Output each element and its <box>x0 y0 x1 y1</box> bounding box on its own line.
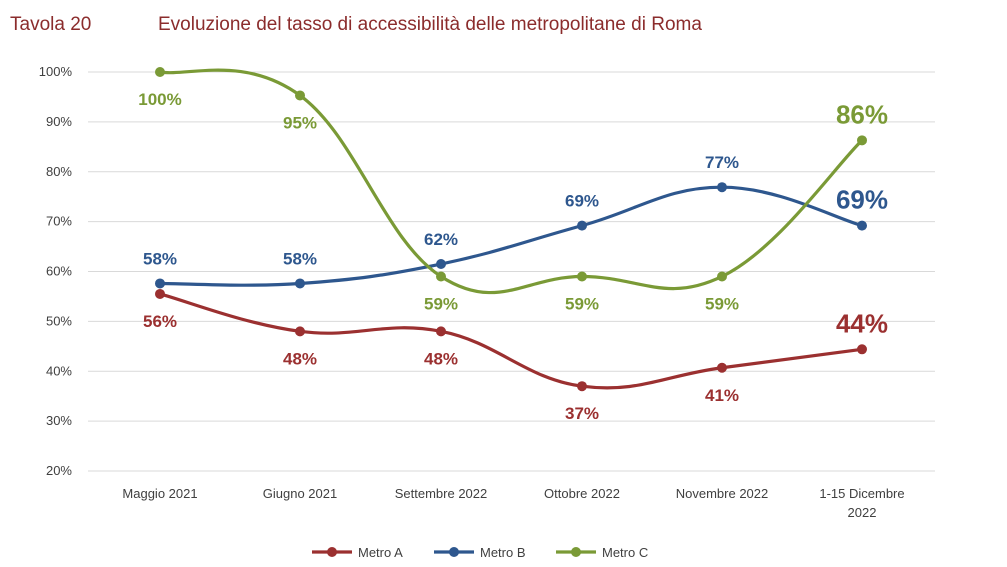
x-tick-label: Novembre 2022 <box>676 486 769 501</box>
chart-header: Tavola 20 Evoluzione del tasso di access… <box>10 10 702 40</box>
metro-a-point <box>717 362 727 373</box>
x-axis-ticks: Maggio 2021 Giugno 2021 Settembre 2022 Otto… <box>122 486 904 520</box>
x-tick-line: Giugno 2021 <box>263 486 337 501</box>
y-tick-label: 20% <box>46 463 72 478</box>
metro-c-legend-label: Metro C <box>602 545 648 560</box>
metro-b-point <box>436 259 446 270</box>
legend: Metro A Metro B Metro C <box>312 545 648 560</box>
x-tick-label: Settembre 2022 <box>395 486 488 501</box>
metro-a-data-label: 41% <box>705 386 739 405</box>
x-tick-line: Settembre 2022 <box>395 486 488 501</box>
y-tick-label: 80% <box>46 164 72 179</box>
y-tick-label: 30% <box>46 413 72 428</box>
metro-c-point <box>717 271 727 282</box>
y-axis-ticks: 20% 30% 40% 50% 60% 70% 80% 90% 100% <box>39 64 73 478</box>
y-tick-label: 70% <box>46 214 72 229</box>
chart-title: Evoluzione del tasso di accessibilità de… <box>158 14 702 35</box>
metro-c-point <box>577 271 587 282</box>
metro-b-data-label: 62% <box>424 230 458 249</box>
metro-b-line <box>159 185 863 287</box>
grid-lines <box>88 71 935 472</box>
metro-b-point <box>155 278 165 289</box>
metro-b-data-label: 58% <box>143 249 177 268</box>
y-tick-label: 90% <box>46 114 72 129</box>
metro-c-point <box>295 90 305 101</box>
metro-a-data-label: 37% <box>565 404 599 423</box>
metro-b-point <box>577 220 587 231</box>
metro-b-data-label: 69% <box>565 192 599 211</box>
x-tick-line: 2022 <box>848 505 877 520</box>
metro-b-data-label: 58% <box>283 249 317 268</box>
data-labels: 56% 48% 48% 37% 41% 44% 58% 58% 62% 69% 77% 69% 100%… <box>138 90 888 423</box>
y-tick-label: 100% <box>39 64 73 79</box>
metro-c-data-label: 59% <box>705 294 739 313</box>
metro-b-data-label: 77% <box>705 153 739 172</box>
metro-c-data-label: 100% <box>138 90 181 109</box>
x-tick-label: Giugno 2021 <box>263 486 337 501</box>
metro-c-point <box>155 67 165 77</box>
metro-b-legend-marker <box>449 547 459 557</box>
metro-c-data-label: 95% <box>283 113 317 132</box>
metro-b-point <box>295 278 305 289</box>
x-tick-line: 1-15 Dicembre <box>819 486 904 501</box>
metro-a-point <box>295 326 305 337</box>
metro-c-data-label: 86% <box>836 99 888 129</box>
metro-a-legend-label: Metro A <box>358 545 403 560</box>
x-tick-label: Ottobre 2022 <box>544 486 620 501</box>
x-tick-line: Novembre 2022 <box>676 486 769 501</box>
x-tick-line: Ottobre 2022 <box>544 486 620 501</box>
series-group <box>155 67 867 392</box>
x-tick-line: Maggio 2021 <box>122 486 197 501</box>
metro-a-point <box>577 381 587 392</box>
y-tick-label: 50% <box>46 313 72 328</box>
metro-a-line <box>159 292 863 390</box>
metro-c-legend-marker <box>571 547 581 557</box>
metro-a-data-label: 48% <box>424 349 458 368</box>
metro-b-point <box>857 220 867 231</box>
metro-a-data-label: 44% <box>836 308 888 338</box>
x-tick-label: 1-15 Dicembre 2022 <box>819 486 904 520</box>
metro-a-data-label: 48% <box>283 349 317 368</box>
metro-a-legend-marker <box>327 547 337 557</box>
metro-b-point <box>717 182 727 193</box>
metro-c-point <box>436 271 446 282</box>
y-tick-label: 40% <box>46 363 72 378</box>
metro-b-legend-label: Metro B <box>480 545 526 560</box>
metro-a-point <box>436 326 446 337</box>
x-tick-label: Maggio 2021 <box>122 486 197 501</box>
metro-c-point <box>857 135 867 146</box>
metro-a-data-label: 56% <box>143 312 177 331</box>
metro-a-point <box>155 288 165 299</box>
metro-c-line <box>159 68 864 295</box>
metro-c-data-label: 59% <box>565 294 599 313</box>
y-tick-label: 60% <box>46 264 72 279</box>
metro-c-data-label: 59% <box>424 294 458 313</box>
table-number: Tavola 20 <box>10 14 92 35</box>
metro-b-data-label: 69% <box>836 185 888 215</box>
metro-a-point <box>857 344 867 355</box>
